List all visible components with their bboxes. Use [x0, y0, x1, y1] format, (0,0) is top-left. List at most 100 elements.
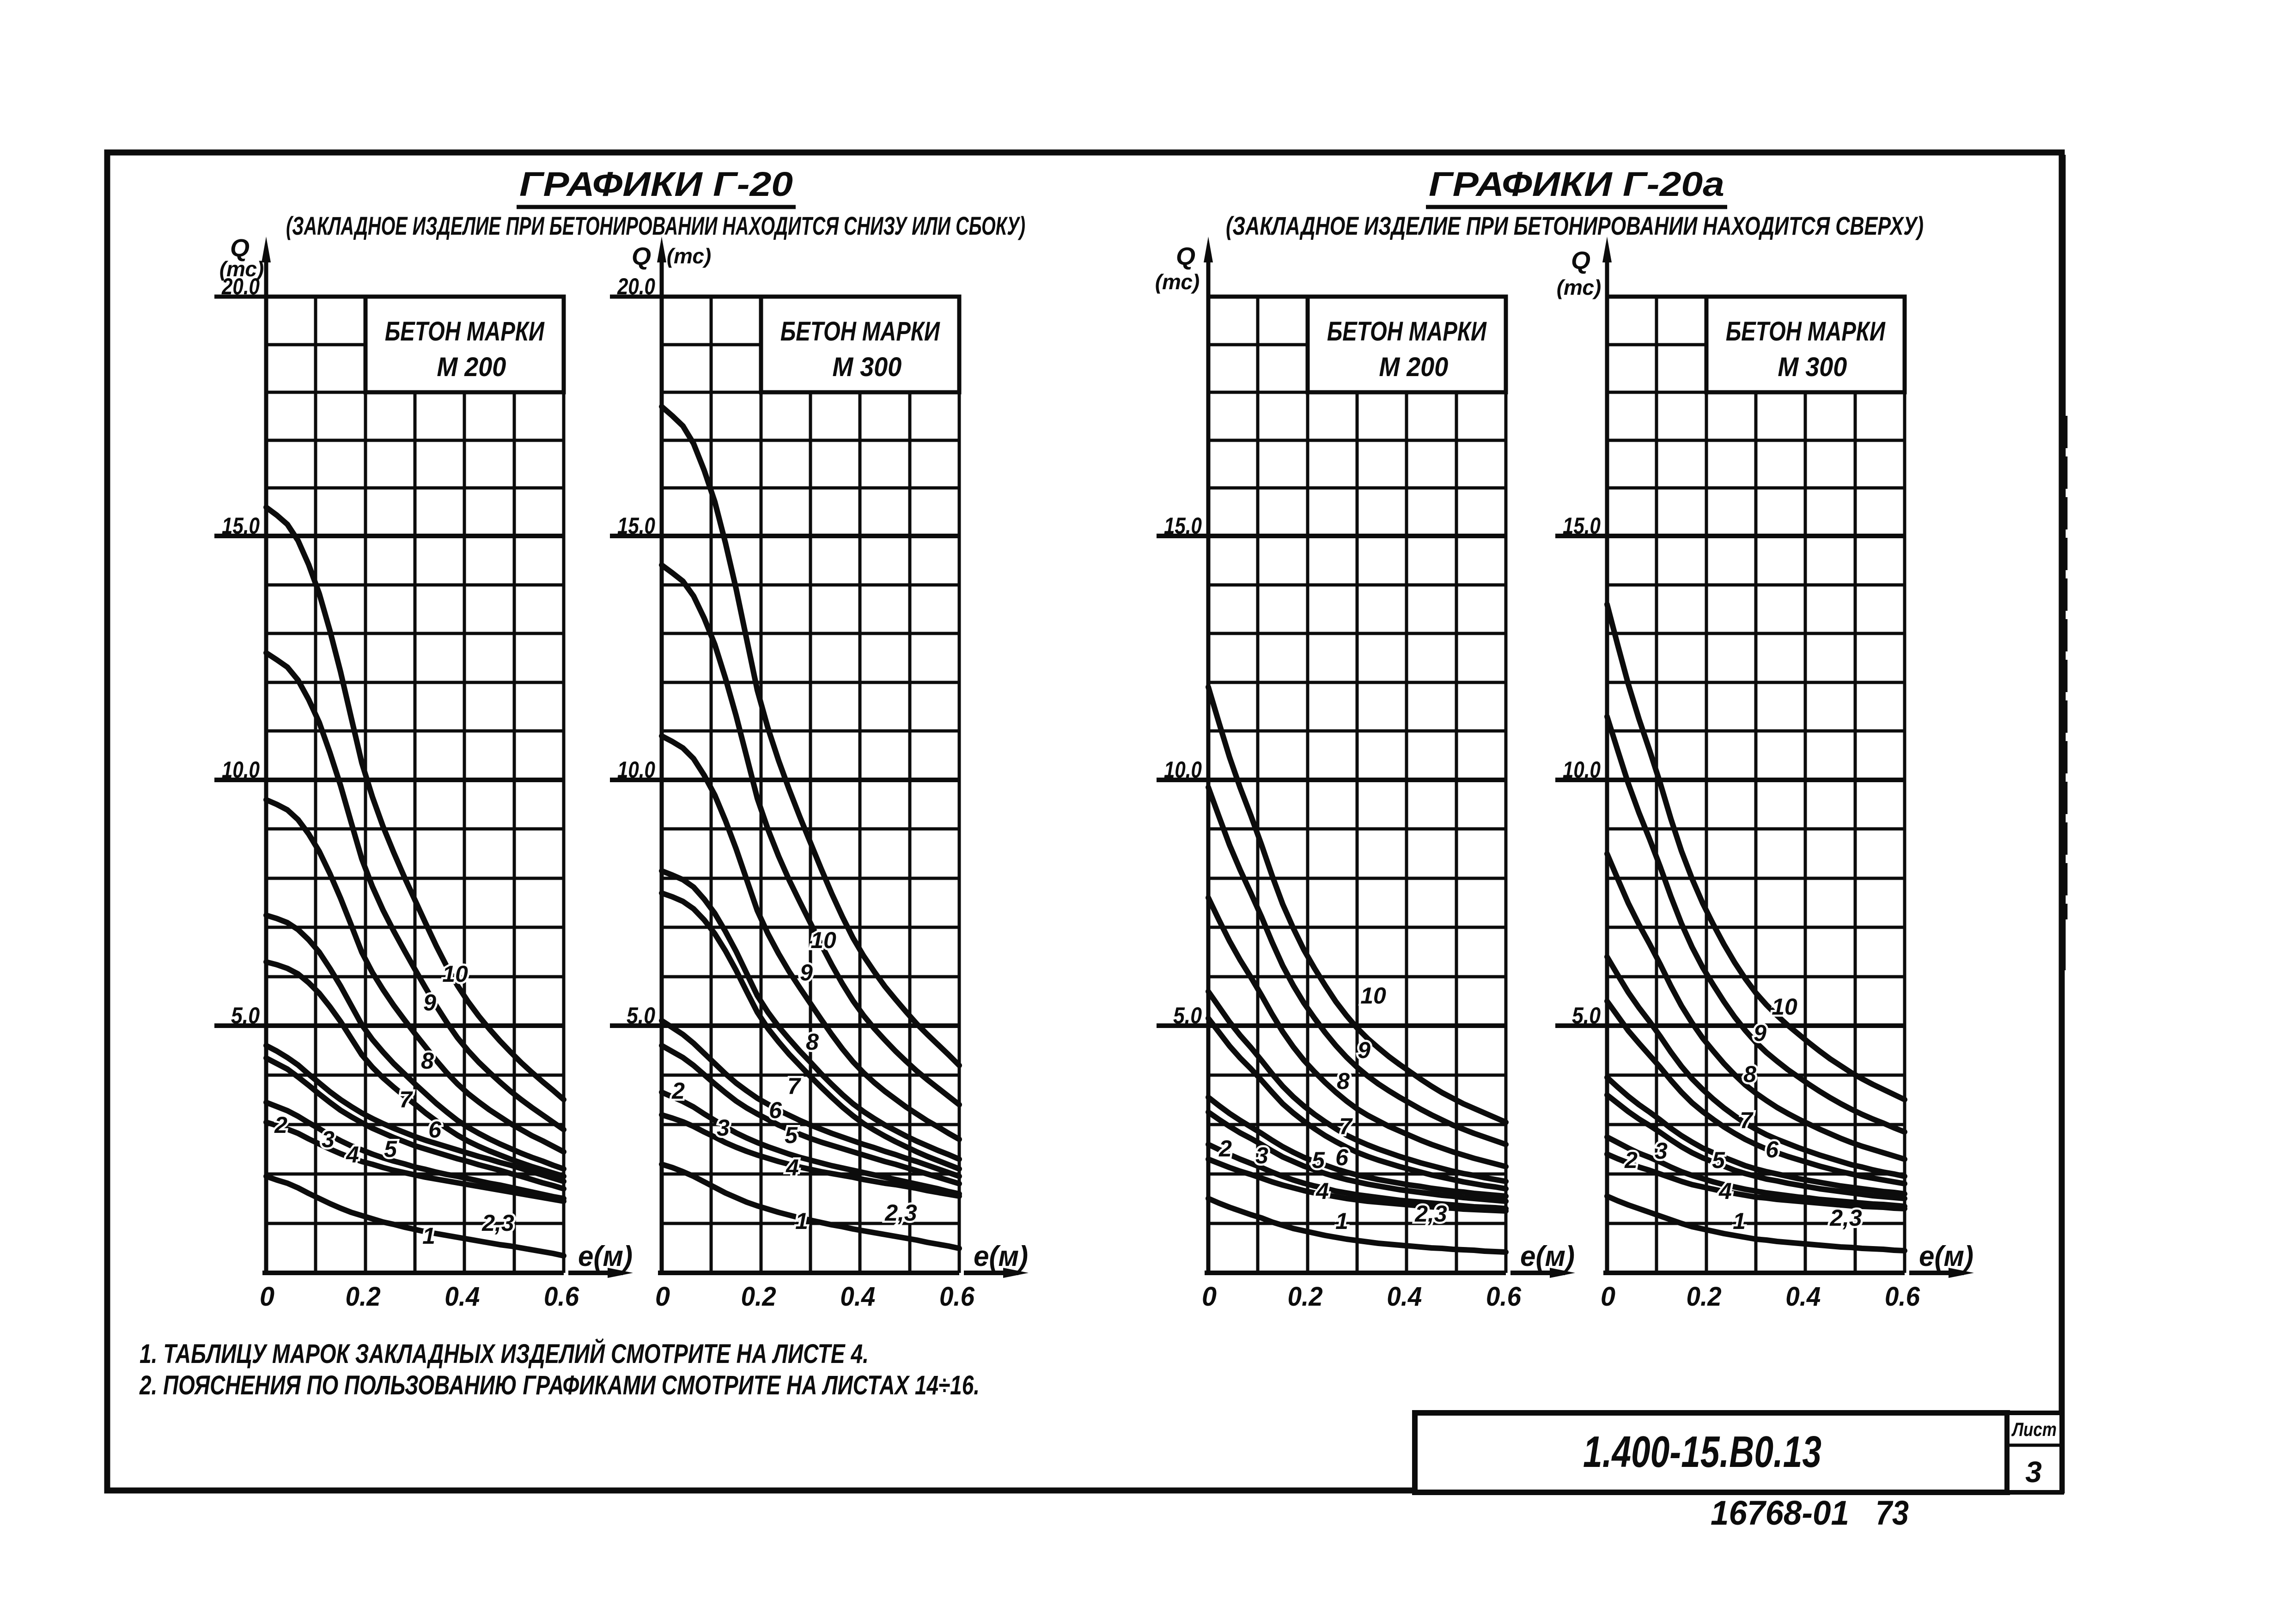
svg-text:(тс): (тс): [219, 257, 264, 281]
svg-text:6: 6: [769, 1097, 782, 1123]
svg-text:2: 2: [1218, 1136, 1232, 1162]
svg-text:БЕТОН МАРКИ: БЕТОН МАРКИ: [1726, 316, 1886, 347]
svg-text:8: 8: [1337, 1068, 1350, 1094]
svg-text:М 300: М 300: [832, 352, 901, 382]
svg-text:М 300: М 300: [1778, 352, 1847, 382]
svg-text:6: 6: [428, 1117, 442, 1143]
svg-text:20.0: 20.0: [221, 274, 260, 299]
svg-text:(тс): (тс): [1155, 270, 1200, 294]
svg-text:10: 10: [1360, 983, 1386, 1009]
svg-text:Лист: Лист: [2011, 1418, 2057, 1440]
svg-text:15.0: 15.0: [1164, 513, 1202, 539]
svg-text:10.0: 10.0: [1563, 757, 1601, 783]
svg-text:Q: Q: [230, 234, 250, 262]
svg-text:ГРАФИКИ Г-20: ГРАФИКИ Г-20: [519, 165, 793, 203]
svg-text:2,3: 2,3: [1414, 1201, 1447, 1227]
svg-text:9: 9: [1754, 1020, 1766, 1046]
svg-text:4: 4: [346, 1142, 359, 1168]
svg-text:0.6: 0.6: [1486, 1282, 1522, 1312]
svg-text:9: 9: [800, 960, 813, 985]
svg-text:5: 5: [384, 1136, 397, 1162]
svg-text:2,3: 2,3: [481, 1210, 514, 1236]
svg-text:0.4: 0.4: [1785, 1282, 1821, 1312]
svg-text:(тс): (тс): [667, 244, 712, 268]
svg-text:9: 9: [1358, 1037, 1370, 1063]
svg-text:0.6: 0.6: [939, 1282, 975, 1312]
svg-text:1: 1: [1733, 1208, 1746, 1234]
svg-text:0.2: 0.2: [1687, 1282, 1722, 1312]
svg-text:10: 10: [442, 961, 468, 987]
svg-text:8: 8: [806, 1029, 819, 1055]
svg-text:(ЗАКЛАДНОЕ ИЗДЕЛИЕ ПРИ БЕТОНИР: (ЗАКЛАДНОЕ ИЗДЕЛИЕ ПРИ БЕТОНИРОВАНИИ НАХ…: [1226, 211, 1924, 240]
svg-text:7: 7: [787, 1073, 801, 1099]
svg-text:16768-01: 16768-01: [1711, 1494, 1849, 1532]
svg-text:6: 6: [1335, 1144, 1349, 1170]
svg-text:1: 1: [1335, 1208, 1348, 1234]
svg-text:3: 3: [717, 1115, 730, 1141]
svg-text:0: 0: [655, 1282, 670, 1312]
svg-text:1. ТАБЛИЦУ МАРОК ЗАКЛАДНЫХ ИЗД: 1. ТАБЛИЦУ МАРОК ЗАКЛАДНЫХ ИЗДЕЛИЙ СМОТР…: [140, 1338, 869, 1369]
svg-text:7: 7: [1740, 1107, 1754, 1133]
svg-text:2: 2: [274, 1112, 287, 1138]
svg-text:0: 0: [260, 1282, 274, 1312]
svg-text:3: 3: [1255, 1143, 1268, 1168]
svg-text:e(м): e(м): [1919, 1241, 1973, 1272]
svg-text:БЕТОН МАРКИ: БЕТОН МАРКИ: [1327, 316, 1487, 347]
svg-text:М 200: М 200: [437, 352, 506, 382]
svg-text:Q: Q: [1571, 247, 1590, 274]
svg-text:6: 6: [1766, 1137, 1779, 1162]
svg-text:5: 5: [1312, 1147, 1325, 1173]
svg-text:5.0: 5.0: [1572, 1003, 1601, 1028]
svg-text:0.6: 0.6: [1885, 1282, 1920, 1312]
svg-text:10.0: 10.0: [617, 757, 655, 783]
svg-text:2: 2: [1624, 1147, 1638, 1173]
svg-text:2,3: 2,3: [884, 1200, 917, 1226]
svg-text:e(м): e(м): [974, 1241, 1028, 1272]
svg-text:М 200: М 200: [1379, 352, 1448, 382]
svg-text:1.400-15.В0.13: 1.400-15.В0.13: [1583, 1427, 1821, 1477]
svg-text:3: 3: [322, 1126, 335, 1152]
svg-text:e(м): e(м): [578, 1241, 633, 1272]
svg-text:4: 4: [1718, 1178, 1732, 1204]
svg-text:4: 4: [1315, 1178, 1329, 1204]
svg-text:2,3: 2,3: [1829, 1205, 1862, 1231]
svg-text:3: 3: [2025, 1455, 2042, 1489]
svg-text:8: 8: [1743, 1061, 1756, 1087]
svg-text:0.2: 0.2: [741, 1282, 776, 1312]
svg-text:БЕТОН МАРКИ: БЕТОН МАРКИ: [385, 316, 545, 347]
svg-text:15.0: 15.0: [1563, 513, 1601, 539]
svg-text:2. ПОЯСНЕНИЯ ПО ПОЛЬЗОВАНИЮ ГР: 2. ПОЯСНЕНИЯ ПО ПОЛЬЗОВАНИЮ ГРАФИКАМИ СМ…: [139, 1370, 980, 1400]
svg-text:7: 7: [1339, 1113, 1353, 1139]
svg-text:20.0: 20.0: [617, 274, 655, 299]
svg-text:ГРАФИКИ Г-20а: ГРАФИКИ Г-20а: [1429, 165, 1724, 203]
svg-text:0.4: 0.4: [445, 1282, 480, 1312]
svg-text:0.4: 0.4: [840, 1282, 875, 1312]
svg-text:73: 73: [1876, 1494, 1909, 1532]
svg-text:0.2: 0.2: [1288, 1282, 1323, 1312]
svg-text:7: 7: [399, 1087, 413, 1113]
svg-text:10.0: 10.0: [1164, 757, 1202, 783]
svg-text:(ЗАКЛАДНОЕ ИЗДЕЛИЕ ПРИ БЕТОНИР: (ЗАКЛАДНОЕ ИЗДЕЛИЕ ПРИ БЕТОНИРОВАНИИ НАХ…: [286, 211, 1025, 240]
svg-text:5.0: 5.0: [627, 1003, 655, 1028]
svg-text:3: 3: [1655, 1138, 1668, 1164]
svg-text:БЕТОН МАРКИ: БЕТОН МАРКИ: [780, 316, 940, 347]
svg-text:e(м): e(м): [1520, 1241, 1575, 1272]
svg-text:5: 5: [785, 1122, 798, 1148]
svg-text:0.6: 0.6: [544, 1282, 579, 1312]
svg-text:10: 10: [810, 927, 836, 953]
svg-text:1: 1: [422, 1223, 435, 1249]
svg-text:9: 9: [423, 990, 436, 1016]
svg-text:1: 1: [795, 1208, 808, 1234]
svg-text:(тс): (тс): [1557, 275, 1602, 299]
svg-text:15.0: 15.0: [222, 513, 260, 539]
svg-text:5.0: 5.0: [1173, 1003, 1202, 1028]
svg-text:0: 0: [1202, 1282, 1217, 1312]
svg-text:Q: Q: [632, 243, 651, 270]
svg-text:5: 5: [1712, 1147, 1725, 1173]
svg-text:2: 2: [671, 1078, 685, 1104]
svg-text:15.0: 15.0: [617, 513, 655, 539]
svg-text:4: 4: [786, 1155, 799, 1180]
svg-text:0: 0: [1601, 1282, 1615, 1312]
svg-text:0.2: 0.2: [346, 1282, 381, 1312]
svg-text:10.0: 10.0: [222, 757, 260, 783]
